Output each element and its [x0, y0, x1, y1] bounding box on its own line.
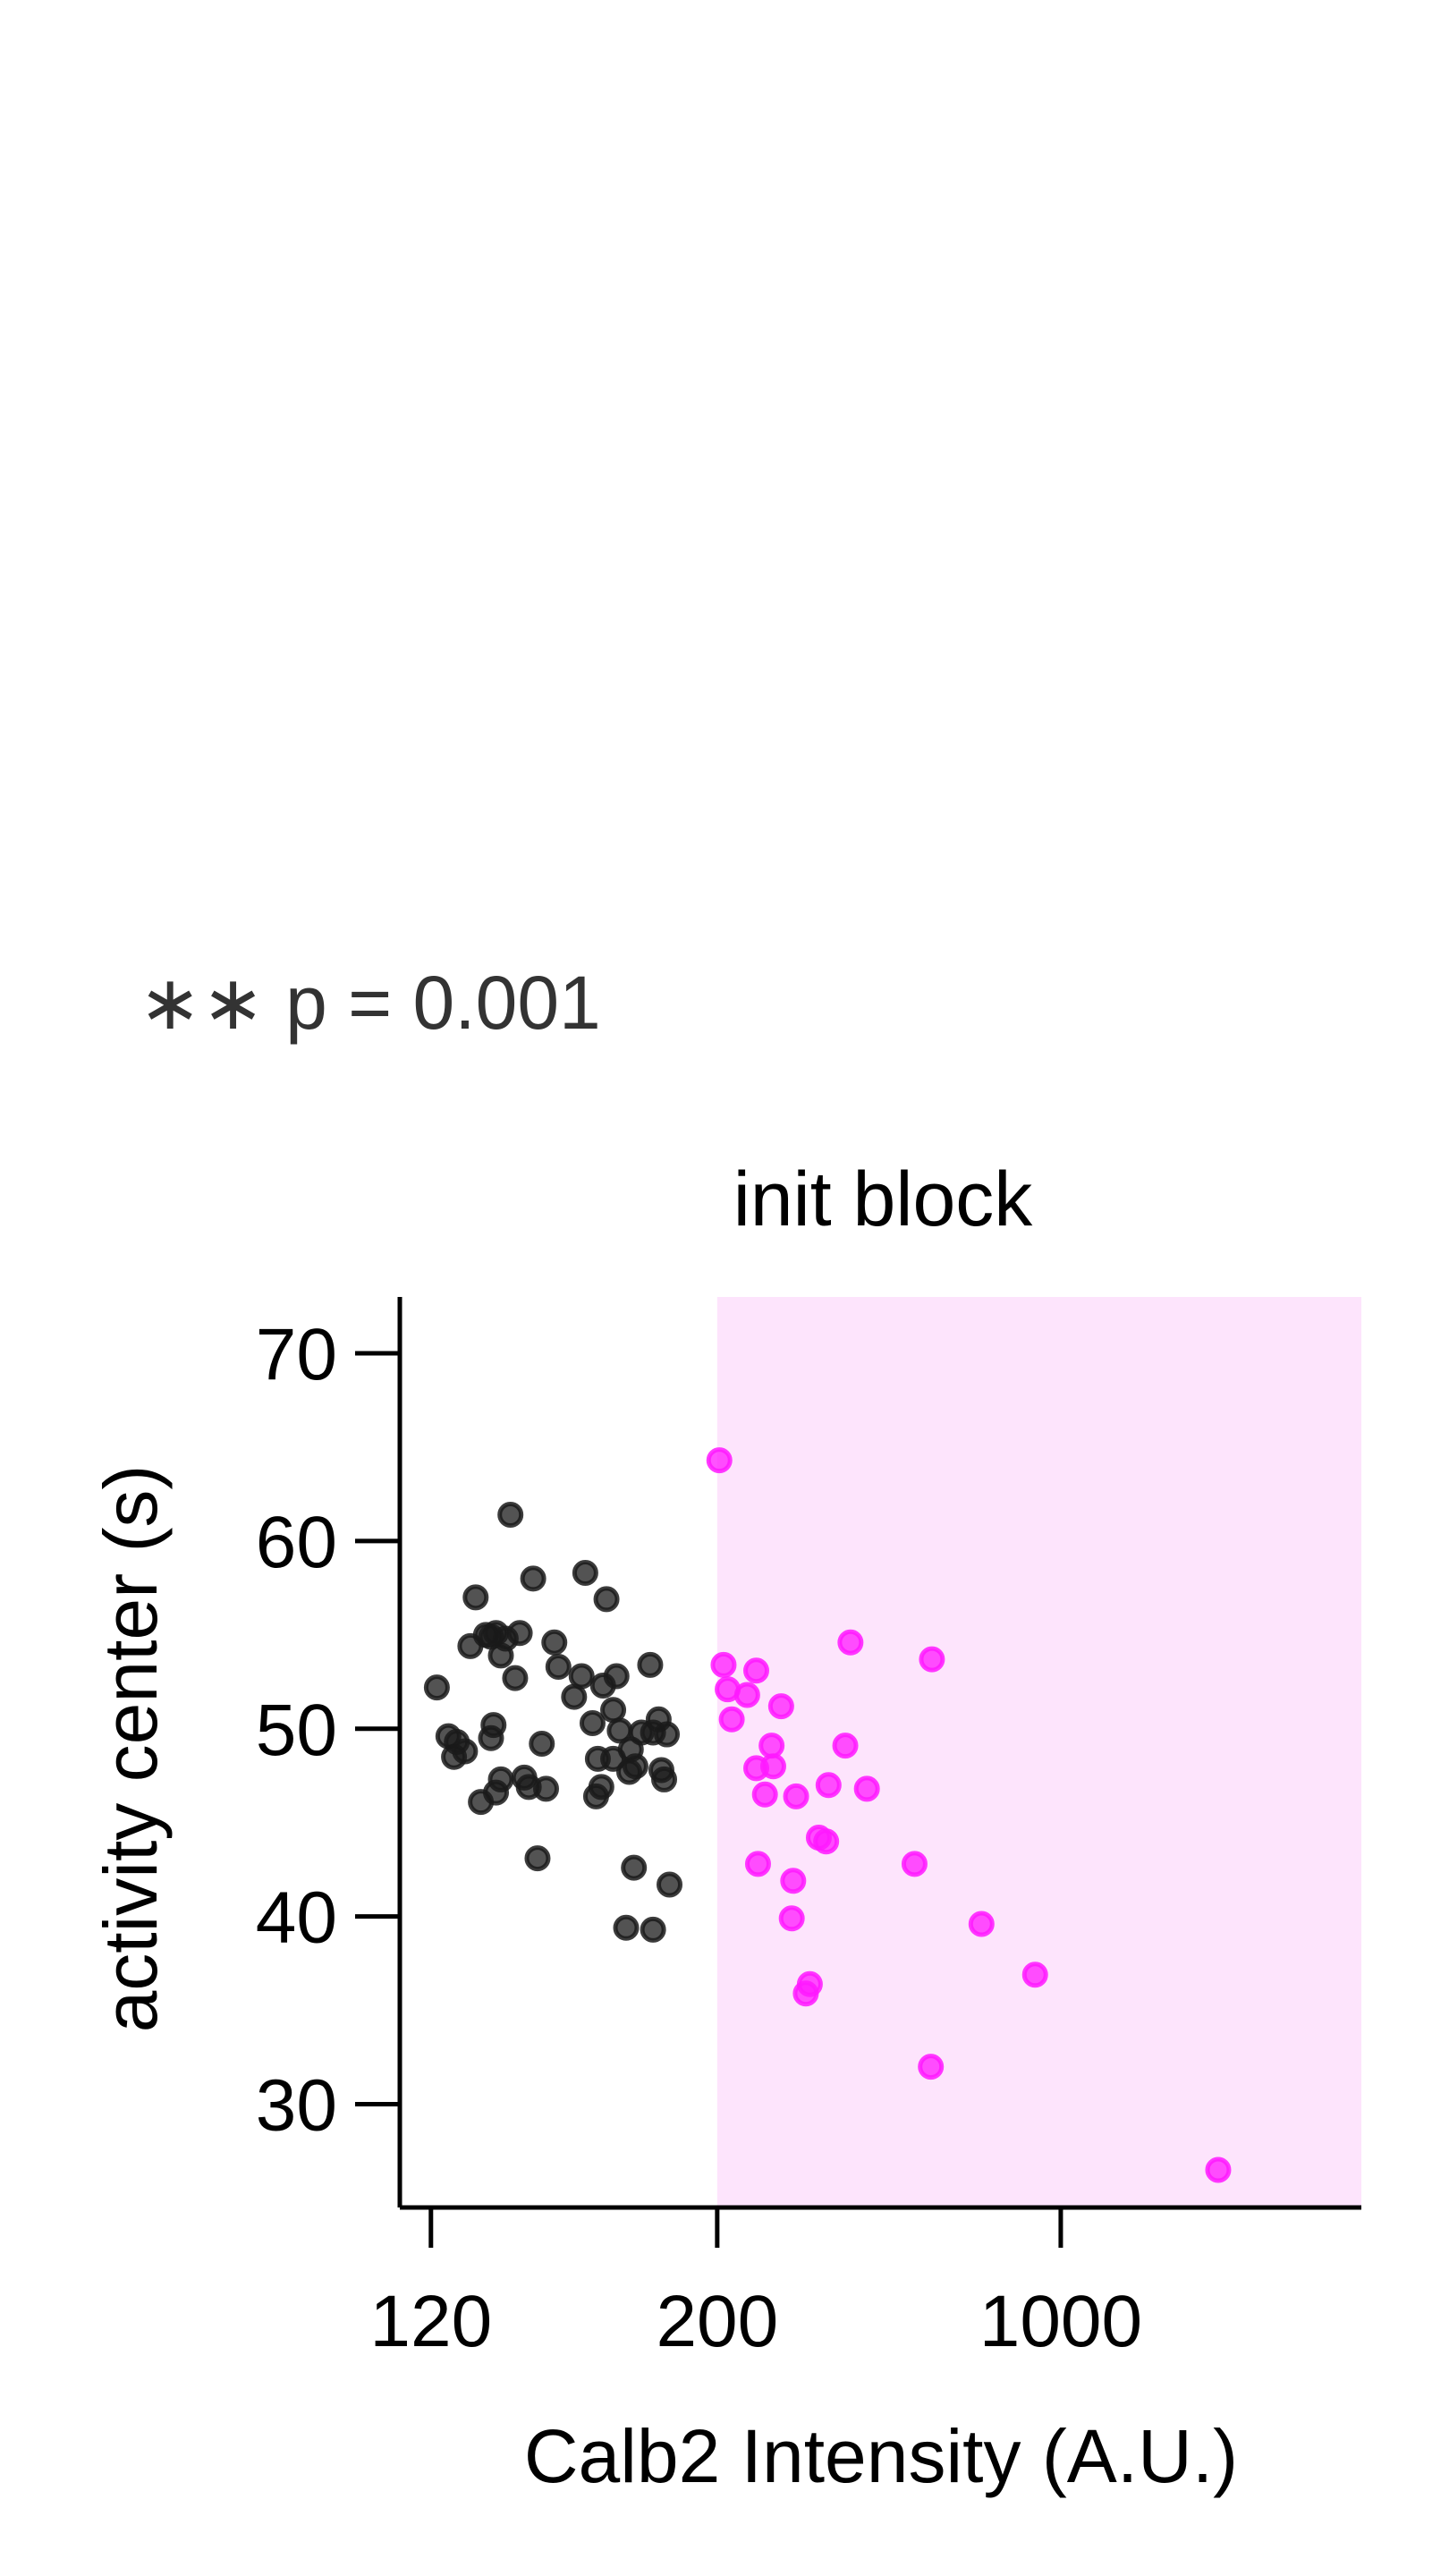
data-point-high-intensity	[837, 1629, 864, 1656]
data-point-high-intensity	[1021, 1962, 1048, 1988]
data-point-high-intensity	[744, 1851, 771, 1877]
data-point-low-intensity	[520, 1565, 547, 1592]
data-point-low-intensity	[654, 1721, 681, 1748]
data-point-high-intensity	[919, 1646, 945, 1673]
data-point-high-intensity	[968, 1911, 995, 1937]
x-axis-label: Calb2 Intensity (A.U.)	[524, 2414, 1238, 2498]
x-tick-label: 1000	[979, 2281, 1142, 2362]
data-point-high-intensity	[815, 1772, 842, 1799]
chart-title: init block	[733, 1157, 1034, 1242]
data-point-low-intensity	[497, 1501, 524, 1528]
data-point-high-intensity	[918, 2054, 945, 2080]
y-axis-ticks: 30 40 50 60 70	[256, 1314, 400, 2147]
data-point-low-intensity	[621, 1854, 648, 1881]
data-point-high-intensity	[759, 1753, 786, 1780]
data-point-high-intensity	[796, 1970, 823, 1997]
x-axis-ticks: 120 200 1000	[369, 2207, 1142, 2362]
y-tick-label: 70	[256, 1314, 337, 1395]
data-point-low-intensity	[568, 1663, 595, 1690]
data-point-low-intensity	[529, 1731, 555, 1758]
data-point-low-intensity	[579, 1709, 606, 1736]
plot-area	[423, 1297, 1361, 2207]
data-point-high-intensity	[778, 1905, 805, 1932]
data-point-high-intensity	[813, 1828, 840, 1855]
data-point-low-intensity	[524, 1845, 551, 1872]
data-point-high-intensity	[742, 1657, 769, 1684]
significance-annotation: ∗∗ p = 0.001	[139, 961, 601, 1045]
data-point-low-intensity	[640, 1916, 666, 1943]
data-point-low-intensity	[506, 1620, 533, 1647]
data-point-high-intensity	[780, 1868, 807, 1894]
data-point-high-intensity	[783, 1783, 809, 1809]
data-point-low-intensity	[532, 1775, 559, 1802]
data-point-low-intensity	[452, 1738, 479, 1765]
data-point-low-intensity	[541, 1629, 568, 1656]
data-point-high-intensity	[733, 1682, 760, 1708]
data-point-high-intensity	[832, 1733, 859, 1759]
data-point-low-intensity	[572, 1560, 598, 1587]
x-tick-label: 120	[369, 2281, 492, 2362]
data-point-high-intensity	[901, 1851, 928, 1877]
y-tick-label: 50	[256, 1690, 337, 1771]
data-point-low-intensity	[657, 1871, 683, 1898]
data-points-layer	[423, 1447, 1232, 2183]
data-point-low-intensity	[637, 1651, 664, 1678]
data-point-low-intensity	[588, 1774, 614, 1801]
data-point-low-intensity	[603, 1663, 630, 1690]
high-intensity-shaded-region	[716, 1297, 1361, 2207]
data-point-high-intensity	[853, 1775, 880, 1802]
data-point-high-intensity	[758, 1733, 785, 1759]
y-tick-label: 40	[256, 1877, 337, 1959]
data-point-high-intensity	[1205, 2157, 1232, 2183]
data-point-low-intensity	[423, 1674, 450, 1701]
data-point-high-intensity	[710, 1651, 737, 1678]
data-point-low-intensity	[462, 1584, 489, 1611]
data-point-low-intensity	[545, 1653, 572, 1680]
data-point-low-intensity	[502, 1665, 529, 1691]
data-point-high-intensity	[767, 1693, 794, 1720]
data-point-low-intensity	[487, 1766, 514, 1792]
data-point-low-intensity	[593, 1586, 620, 1613]
data-point-high-intensity	[751, 1781, 778, 1808]
data-point-high-intensity	[718, 1706, 745, 1733]
data-point-low-intensity	[622, 1753, 648, 1780]
y-tick-label: 60	[256, 1502, 337, 1583]
x-tick-label: 200	[656, 2281, 778, 2362]
data-point-low-intensity	[480, 1712, 507, 1739]
y-tick-label: 30	[256, 2065, 337, 2147]
data-point-high-intensity	[706, 1447, 733, 1474]
data-point-low-intensity	[600, 1697, 627, 1724]
y-axis-label: activity center (s)	[89, 1465, 173, 2033]
data-point-low-intensity	[613, 1914, 640, 1941]
data-point-low-intensity	[651, 1766, 678, 1792]
data-point-low-intensity	[561, 1683, 588, 1710]
